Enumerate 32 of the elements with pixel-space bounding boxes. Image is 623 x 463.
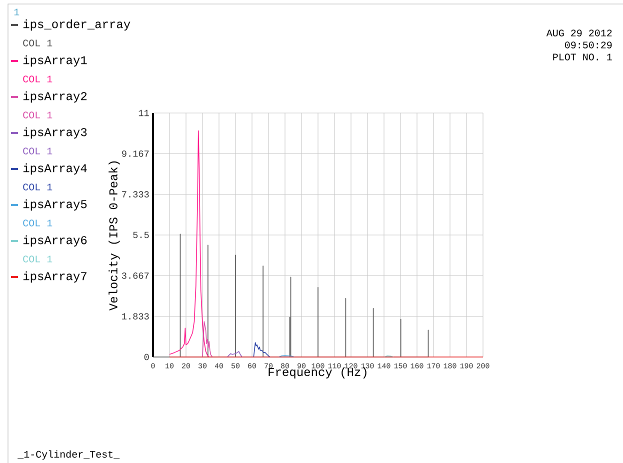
- line-series: [253, 342, 271, 358]
- text: AUG 29 2012: [546, 30, 612, 36]
- text: COL 1: [23, 220, 52, 226]
- y-tick-label: 3.667: [122, 272, 149, 279]
- y-tick-label: 7.333: [122, 191, 149, 198]
- legend-label: ipsArray1: [23, 55, 87, 67]
- legend-label: ipsArray7: [23, 271, 86, 283]
- text: COL 1: [23, 256, 52, 262]
- line-series: [169, 130, 210, 358]
- text: COL 1: [23, 40, 52, 46]
- text: PLOT NO. 1: [553, 54, 612, 60]
- text: _1-Cylinder_Test_: [18, 450, 120, 460]
- legend-label: ipsArray5: [23, 199, 87, 211]
- x-axis-title: Frequency (Hz): [268, 367, 366, 378]
- text: COL 1: [23, 76, 52, 82]
- y-tick-label: 0: [144, 354, 149, 360]
- text: 09:50:29: [565, 42, 612, 48]
- line-series: [202, 321, 213, 358]
- text: COL 1: [23, 148, 52, 154]
- y-tick-label: 5.5: [133, 232, 149, 238]
- y-tick-label: 1.833: [122, 313, 149, 320]
- legend-label: ipsArray6: [23, 235, 87, 247]
- y-tick-label: 9.167: [122, 150, 149, 157]
- text: COL 1: [23, 112, 52, 118]
- text: COL 1: [23, 184, 52, 190]
- text: 1: [14, 8, 20, 16]
- y-tick-label: 11: [138, 110, 149, 116]
- legend-label: ips_order_array: [23, 19, 130, 31]
- legend-label: ipsArray4: [23, 163, 87, 175]
- legend-label: ipsArray3: [23, 127, 87, 139]
- legend-label: ipsArray2: [23, 91, 87, 103]
- y-axis-title: Velocity (IPS 0-Peak): [108, 161, 120, 311]
